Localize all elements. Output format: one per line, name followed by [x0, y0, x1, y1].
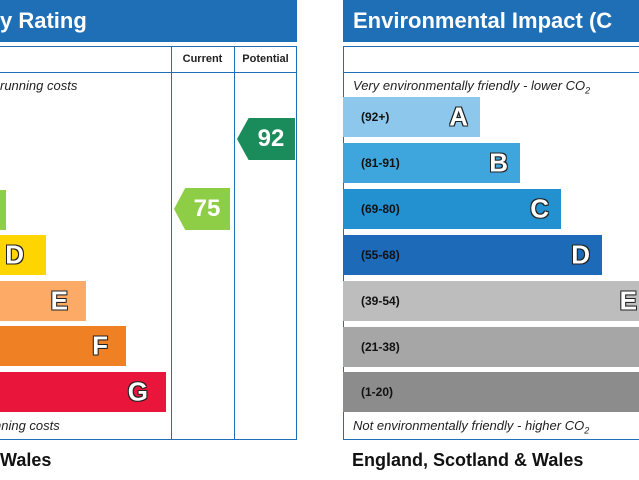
env-band-letter: C: [530, 193, 549, 224]
energy-rating-header: y Rating: [0, 0, 297, 42]
current-rating-arrow: 75: [174, 188, 230, 230]
energy-band-g: G: [0, 372, 166, 412]
env-band-a: (92+) A: [343, 97, 480, 137]
env-band-range: (92+): [361, 110, 390, 124]
env-band-range: (81-91): [361, 156, 400, 170]
energy-band-f: F: [0, 326, 126, 366]
env-band-letter: B: [489, 147, 508, 178]
energy-bottom-note: nning costs: [0, 418, 60, 433]
env-footer: England, Scotland & Wales: [352, 450, 584, 470]
env-band-range: (69-80): [361, 202, 400, 216]
env-bottom-note: Not environmentally friendly - higher CO…: [353, 418, 589, 436]
energy-bottom-overlay: [150, 440, 320, 480]
env-band-range: (39-54): [361, 294, 400, 308]
energy-rating-frame: [0, 46, 297, 440]
energy-band-g-letter: G: [127, 376, 148, 407]
energy-footer: Wales: [0, 450, 52, 470]
env-band-range: (1-20): [361, 385, 394, 399]
env-band-letter: D: [571, 239, 590, 270]
env-band-letter: A: [449, 101, 468, 132]
env-band-row-6: (21-38): [343, 327, 639, 367]
energy-col-header-divider: [0, 72, 297, 73]
energy-band-e-letter: E: [50, 285, 68, 316]
env-band-letter: E: [619, 285, 637, 316]
env-band-d: (55-68) D: [343, 235, 602, 275]
col-current-header: Current: [182, 53, 223, 65]
energy-band-d: D: [0, 235, 46, 275]
env-top-note-sub: 2: [585, 85, 591, 96]
env-bottom-note-text: Not environmentally friendly - higher CO: [353, 418, 585, 433]
energy-potential-divider: [234, 46, 235, 440]
energy-band-c-sliver: [0, 190, 6, 230]
env-bottom-note-sub: 2: [584, 425, 590, 436]
col-potential-header: Potential: [242, 53, 289, 65]
potential-rating-value: 92: [257, 125, 285, 152]
potential-rating-arrow: 92: [237, 118, 295, 160]
energy-band-f-letter: F: [92, 330, 108, 361]
env-band-range: (21-38): [361, 340, 400, 354]
env-impact-header: Environmental Impact (C: [343, 0, 639, 42]
energy-band-e: E: [0, 281, 86, 321]
env-band-c: (69-80) C: [343, 189, 561, 229]
energy-current-divider: [171, 46, 172, 440]
env-band-range: (55-68): [361, 248, 400, 262]
env-top-note: Very environmentally friendly - lower CO…: [353, 78, 590, 96]
env-impact-title: Environmental Impact (C: [353, 8, 613, 33]
energy-band-d-letter: D: [5, 239, 24, 270]
env-band-e: (39-54) E: [343, 281, 639, 321]
current-rating-value: 75: [193, 195, 221, 222]
env-top-note-text: Very environmentally friendly - lower CO: [353, 78, 586, 93]
energy-top-note: running costs: [0, 78, 78, 93]
env-band-b: (81-91) B: [343, 143, 520, 183]
env-band-row-7: (1-20): [343, 372, 639, 412]
energy-rating-title: y Rating: [0, 8, 87, 33]
env-col-header-divider: [343, 72, 639, 73]
